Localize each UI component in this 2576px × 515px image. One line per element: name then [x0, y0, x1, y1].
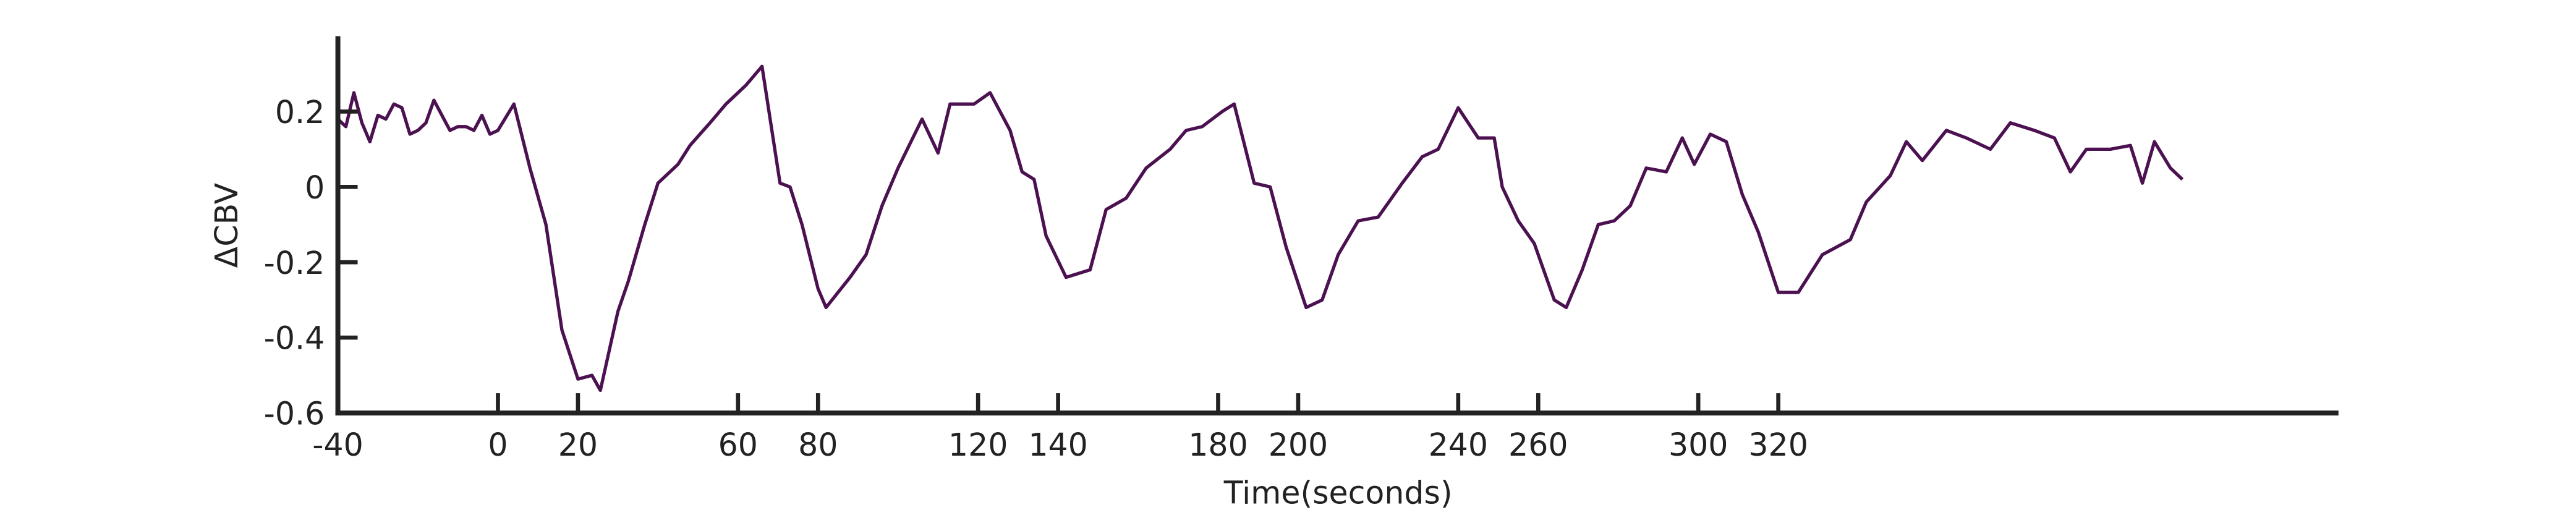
y-axis-label: ΔCBV [208, 182, 245, 268]
x-tick-label: 260 [1508, 427, 1568, 463]
x-tick-label: 120 [948, 427, 1008, 463]
x-tick-label: 320 [1748, 427, 1808, 463]
y-tick-label: 0 [305, 169, 325, 206]
y-tick-label: -0.2 [264, 245, 325, 281]
x-tick-label: 180 [1188, 427, 1248, 463]
x-tick-label: 240 [1429, 427, 1488, 463]
x-tick-label: 60 [718, 427, 758, 463]
y-tick-label: -0.6 [264, 396, 325, 432]
x-tick-label: 300 [1668, 427, 1728, 463]
x-tick-label: 20 [558, 427, 598, 463]
data-line [336, 64, 2184, 393]
y-tick-label: -0.4 [264, 320, 325, 357]
x-axis-label: Time(seconds) [1223, 474, 1453, 511]
x-tick-label: -40 [312, 427, 363, 463]
x-tick-label: 140 [1028, 427, 1087, 463]
y-tick-label: 0.2 [275, 94, 325, 130]
x-tick-label: 0 [488, 427, 508, 463]
x-tick-label: 200 [1269, 427, 1328, 463]
x-tick-label: 80 [798, 427, 838, 463]
